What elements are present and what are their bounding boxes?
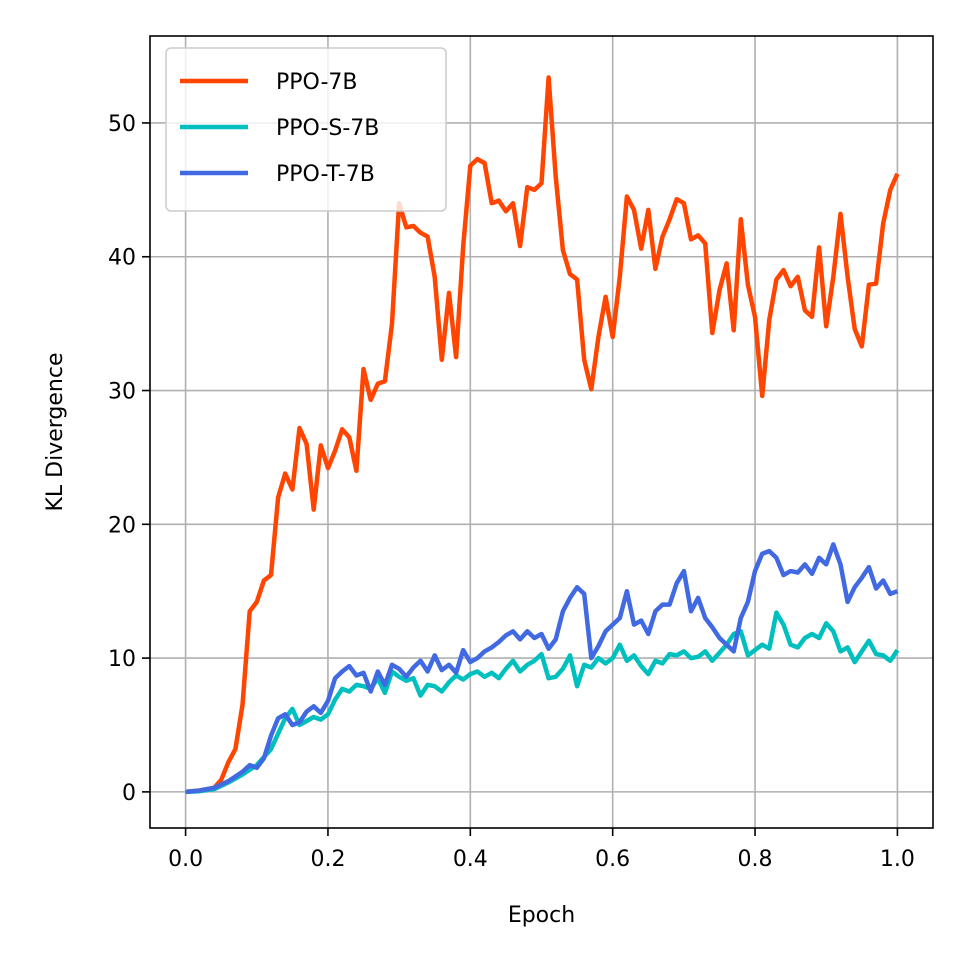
series-lines xyxy=(185,75,900,795)
y-tick-label: 40 xyxy=(108,246,136,271)
x-tick-label: 0.0 xyxy=(168,847,203,872)
legend-label: PPO-7B xyxy=(276,70,358,95)
series-line-ppo-t-7b xyxy=(185,542,899,795)
y-axis-label: KL Divergence xyxy=(43,352,68,511)
x-tick-label: 0.6 xyxy=(595,847,630,872)
legend-label: PPO-S-7B xyxy=(276,116,379,141)
axis-ticks: 0.0 0.2 0.4 0.6 0.8 1.0 0 10 20 30 40 50 xyxy=(108,112,915,872)
x-tick-label: 0.4 xyxy=(453,847,488,872)
legend-label: PPO-T-7B xyxy=(276,162,375,187)
y-tick-label: 0 xyxy=(122,781,136,806)
series-line-ppo-7b xyxy=(185,75,900,795)
legend: PPO-7B PPO-S-7B PPO-T-7B xyxy=(165,47,447,212)
x-tick-label: 1.0 xyxy=(880,847,915,872)
series-line-ppo-s-7b xyxy=(185,610,900,795)
y-tick-label: 50 xyxy=(108,112,136,137)
y-tick-label: 30 xyxy=(108,380,136,405)
y-tick-label: 20 xyxy=(108,513,136,538)
y-tick-label: 10 xyxy=(108,647,136,672)
x-tick-label: 0.2 xyxy=(310,847,345,872)
legend-box xyxy=(165,47,447,212)
x-axis-label: Epoch xyxy=(508,903,575,928)
plot-frame xyxy=(149,35,934,829)
x-tick-label: 0.8 xyxy=(738,847,773,872)
